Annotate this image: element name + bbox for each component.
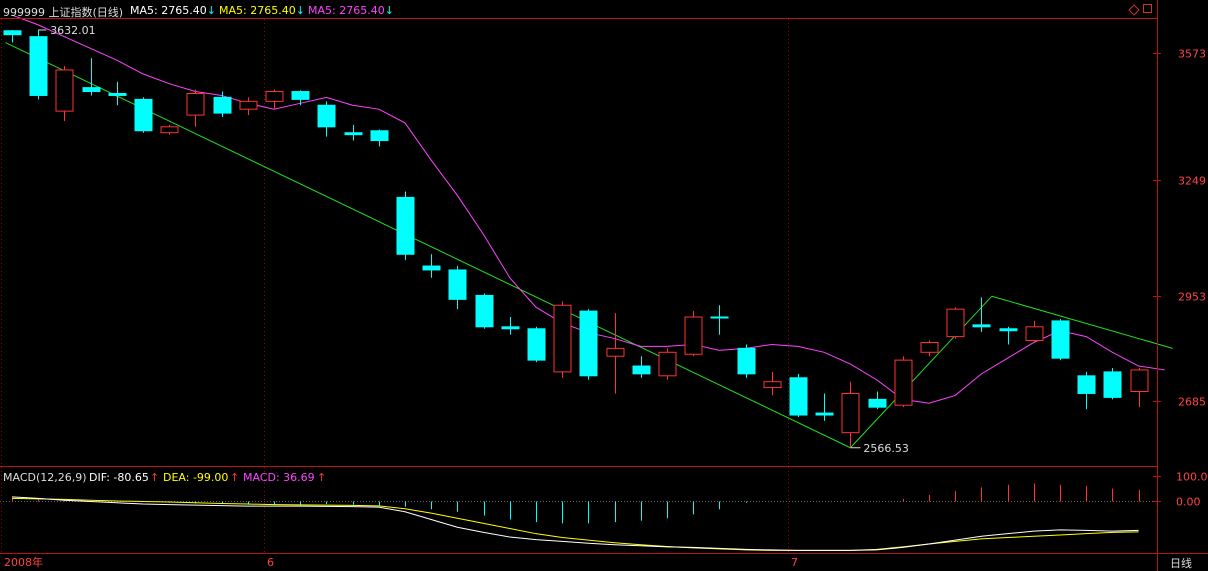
arrow-down-icon: ↓ <box>206 4 216 17</box>
dea-line <box>11 497 1139 551</box>
candle-down <box>527 328 546 361</box>
candle-down <box>501 326 520 330</box>
candle-down <box>475 294 494 328</box>
candle-down <box>737 347 756 375</box>
candle-down <box>579 310 598 377</box>
x-tick-label: 7 <box>791 556 798 569</box>
y-tick-label: 3249 <box>1178 175 1206 188</box>
candle-up <box>763 381 782 389</box>
dif-line <box>11 496 1139 551</box>
candle-up <box>920 341 939 353</box>
candle-down <box>317 104 336 128</box>
candle-up <box>1130 369 1149 392</box>
ma5-legend-label: MA5: 2765.40 <box>219 4 296 17</box>
dea-legend: DEA: -99.00 <box>163 471 229 484</box>
dea-arrow-up-icon: ↑ <box>230 471 240 484</box>
candle-up <box>186 93 205 116</box>
grid-lines <box>1 19 789 553</box>
macd-y-tick-label: 100.0 <box>1176 471 1208 484</box>
candle-down <box>1051 320 1070 359</box>
labels: 3632.01 2566.53 <box>38 24 909 455</box>
candle-down <box>1103 371 1122 398</box>
macd-title: MACD(12,26,9) <box>3 471 87 484</box>
candle-down <box>29 36 48 96</box>
candle-up <box>553 304 572 373</box>
low-annotation: 2566.53 <box>863 442 909 455</box>
y-tick-label: 3573 <box>1178 48 1206 61</box>
candle-down <box>108 93 127 96</box>
candle-up <box>55 69 74 112</box>
candle-up <box>606 347 625 357</box>
y-tick-label: 2685 <box>1178 396 1206 409</box>
macd-y-tick-label: 0.00 <box>1176 496 1201 509</box>
ma5-legend-label: MA5: 2765.40 <box>130 4 207 17</box>
candle-up <box>1025 326 1044 342</box>
candle-down <box>1077 375 1096 394</box>
trendline <box>991 295 1173 349</box>
candle-down <box>134 98 153 132</box>
restore-window-icon[interactable] <box>1143 4 1152 13</box>
candle-down <box>291 91 310 100</box>
high-annotation: 3632.01 <box>50 24 95 37</box>
candle-down <box>999 328 1018 332</box>
candle-down <box>710 316 729 319</box>
candle-down <box>3 30 22 36</box>
dif-arrow-up-icon: ↑ <box>150 471 160 484</box>
trendline <box>850 295 993 449</box>
ma5-legend-label: MA5: 2765.40 <box>308 4 385 17</box>
macd-panel <box>0 483 1157 551</box>
macd-arrow-up-icon: ↑ <box>317 471 327 484</box>
candle-down <box>82 87 101 93</box>
candle-down <box>370 130 389 142</box>
chart-title: 999999 上证指数(日线) <box>3 6 124 19</box>
candle-up <box>265 91 284 102</box>
candle-up <box>946 308 965 338</box>
candle-down <box>344 132 363 136</box>
macd-legend: MACD: 36.69 <box>243 471 315 484</box>
ma5-legend-yellow: MA5: 2765.40↓ <box>219 4 305 17</box>
arrow-down-icon: ↓ <box>295 4 305 17</box>
candle-down <box>815 412 834 416</box>
arrow-down-icon: ↓ <box>384 4 394 17</box>
y-tick-label: 2953 <box>1178 291 1206 304</box>
period-label[interactable]: 日线 <box>1170 557 1192 570</box>
candle-up <box>160 126 179 134</box>
candle-up <box>239 100 258 110</box>
candle-down <box>632 365 651 375</box>
ma5-legend-magenta: MA5: 2765.40↓ <box>308 4 394 17</box>
ma5-legend-white: MA5: 2765.40↓ <box>130 4 216 17</box>
x-tick-label: 6 <box>267 556 274 569</box>
candle-down <box>789 377 808 416</box>
candle-up <box>894 359 913 406</box>
dif-legend: DIF: -80.65 <box>89 471 149 484</box>
candles <box>3 29 1149 448</box>
candle-down <box>422 265 441 271</box>
candle-down <box>213 96 232 114</box>
candle-down <box>396 196 415 255</box>
x-tick-label: 2008年 <box>4 555 43 569</box>
candle-down <box>972 324 991 328</box>
candle-up <box>684 316 703 355</box>
candle-down <box>448 269 467 300</box>
candle-up <box>658 351 677 377</box>
candle-up <box>841 392 860 434</box>
candle-down <box>868 398 887 408</box>
